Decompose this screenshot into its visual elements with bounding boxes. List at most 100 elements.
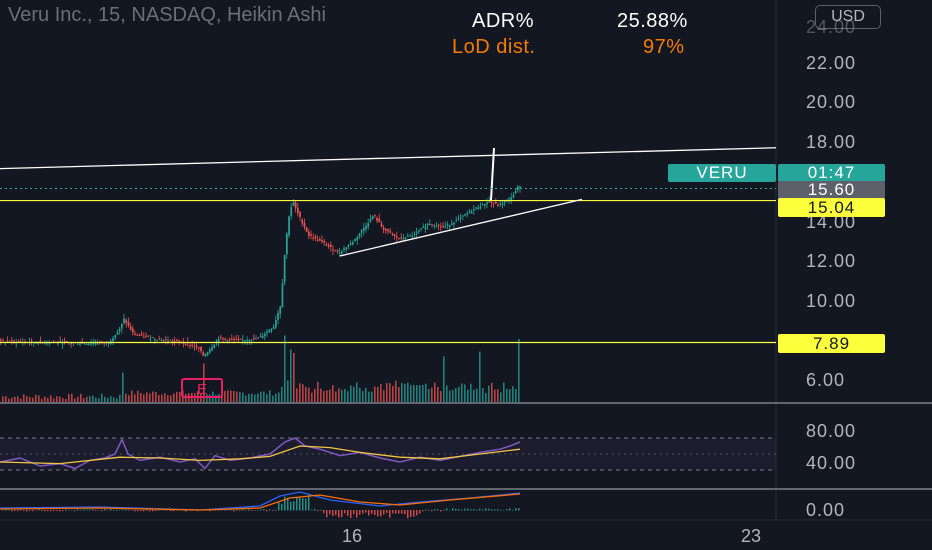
macd-hist-bar [44, 510, 46, 512]
candle [393, 234, 396, 237]
volume-bar [29, 396, 31, 402]
candle [77, 343, 79, 345]
macd-hist-bar [59, 510, 61, 512]
earnings-badge[interactable]: E [181, 378, 223, 398]
macd-hist-bar [416, 510, 418, 516]
candle [134, 333, 136, 335]
macd-hist-bar [86, 509, 88, 511]
candle [448, 224, 451, 227]
candle [398, 238, 400, 240]
candle [176, 339, 178, 341]
macd-hist-bar [173, 510, 175, 512]
macd-hist-bar [158, 509, 160, 511]
price-tick-10: 10.00 [806, 291, 857, 311]
macd-hist-bar [296, 497, 298, 511]
candle [360, 230, 363, 233]
candle [248, 340, 251, 342]
volume-bar [203, 363, 205, 402]
volume-bar [431, 387, 433, 402]
candle [253, 337, 255, 339]
candle [237, 338, 240, 340]
candle [94, 343, 97, 345]
symbol-title: Veru Inc., 15, NASDAQ, Heikin Ashi [8, 4, 326, 26]
volume-bar [263, 391, 265, 402]
volume-bar [500, 392, 502, 402]
candle [312, 237, 315, 239]
candle [389, 230, 392, 233]
macd-hist-bar [2, 509, 4, 511]
volume-bar [161, 394, 163, 402]
candle [90, 343, 92, 345]
candle [378, 218, 381, 223]
candle [57, 342, 59, 344]
volume-bar [404, 383, 406, 402]
candle [206, 352, 209, 356]
macd-hist-bar [164, 510, 166, 511]
trendline [339, 198, 583, 257]
candle [409, 235, 411, 237]
macd-hist-bar [116, 509, 118, 511]
volume-bar [308, 387, 310, 402]
candle [517, 186, 519, 191]
macd-hist-bar [254, 510, 256, 511]
macd-hist-bar [11, 510, 13, 512]
volume-bar [38, 395, 40, 402]
macd-hist-bar [299, 496, 301, 511]
currency-button[interactable]: USD [815, 5, 881, 29]
volume-bar [488, 385, 490, 402]
candle [209, 349, 211, 353]
volume-bar [311, 392, 313, 402]
volume-bar [158, 394, 160, 402]
macd-hist-bar [344, 510, 346, 514]
macd-hist-bar [434, 509, 436, 511]
candle [198, 347, 200, 349]
macd-hist-bar [464, 508, 466, 511]
candle [154, 339, 156, 341]
volume-bar [5, 396, 7, 402]
macd-hist-bar [92, 509, 94, 511]
candle [402, 238, 405, 240]
volume-bar [20, 398, 22, 402]
volume-bar [491, 382, 493, 402]
macd-hist-bar [404, 510, 406, 515]
volume-bar [413, 385, 415, 402]
volume-bar [368, 391, 370, 402]
candle [48, 342, 51, 344]
macd-hist-bar [239, 510, 241, 511]
grid-layer [0, 0, 932, 521]
volume-bar [152, 391, 154, 402]
macd-hist-bar [365, 510, 367, 513]
macd-hist-bar [101, 510, 103, 512]
macd-hist-bar [302, 498, 304, 511]
candle [426, 223, 429, 226]
candle [261, 335, 264, 338]
volume-bar [353, 386, 355, 402]
macd-hist-bar [362, 510, 364, 514]
macd-hist-bar [17, 510, 19, 512]
volume-bar [452, 389, 454, 402]
volume-bar [377, 386, 379, 402]
candle [294, 202, 297, 208]
candle [189, 344, 191, 346]
macd-hist-bar [455, 508, 457, 511]
macd-hist-bar [515, 508, 517, 511]
candle [466, 213, 469, 215]
macd-hist-bar [281, 503, 283, 511]
volume-bar [50, 395, 52, 402]
candle [272, 326, 275, 329]
volume-bar [164, 393, 166, 402]
candle [226, 340, 229, 342]
candle [112, 338, 114, 342]
candle [246, 339, 249, 341]
macd-tick-0: 0.00 [806, 500, 846, 520]
candle [303, 222, 306, 228]
candle [475, 207, 477, 209]
candle [352, 242, 354, 245]
volume-bar [437, 387, 439, 402]
volume-bar [293, 353, 295, 402]
volume-bar [128, 395, 130, 402]
macd-hist-bar [332, 510, 334, 517]
volume-bar [410, 385, 412, 402]
candle [310, 234, 312, 236]
